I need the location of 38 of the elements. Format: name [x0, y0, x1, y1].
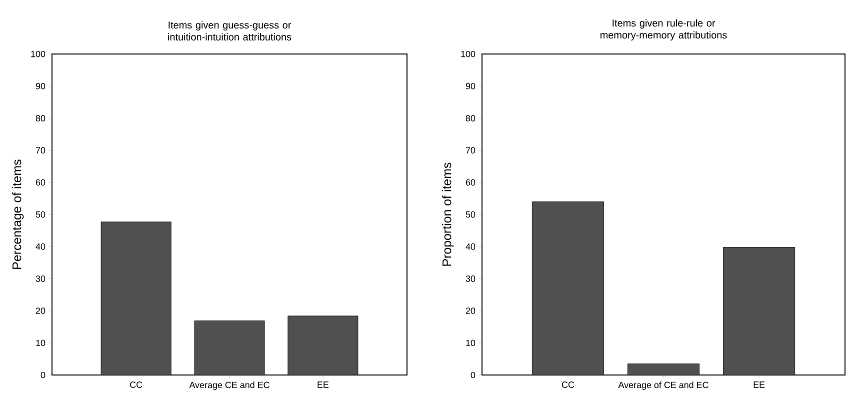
y-tick-label: 50 — [36, 211, 46, 218]
y-tick-label: 70 — [466, 147, 476, 154]
y-tick-label: 10 — [466, 340, 476, 346]
y-tick-label: 0 — [40, 372, 46, 378]
y-tick-label: 70 — [36, 147, 46, 154]
y-tick-label: 40 — [36, 243, 46, 250]
chart-title: Items given rule-rule or memory-memory attributions — [600, 19, 727, 40]
bar — [628, 364, 700, 375]
y-tick-label: 90 — [36, 82, 46, 90]
y-axis-title: Percentage of items — [12, 160, 24, 269]
bar — [101, 222, 172, 375]
y-tick-label: 10 — [36, 340, 46, 346]
y-tick-label: 40 — [466, 243, 476, 250]
y-tick-label: 0 — [470, 372, 476, 378]
chart-title: Items given guess-guess or intuition-intuition attributions — [168, 21, 292, 40]
y-tick-label: 80 — [466, 115, 476, 122]
x-tick-label: EE — [318, 382, 329, 388]
bar — [532, 202, 604, 375]
x-tick-label: CC — [562, 382, 574, 388]
y-tick-label: 20 — [466, 308, 476, 314]
y-tick-label: 30 — [466, 276, 476, 282]
bar — [194, 320, 265, 375]
y-tick-label: 30 — [36, 276, 46, 282]
y-tick-label: 50 — [466, 211, 476, 218]
x-tick-label: Average CE and EC — [189, 382, 270, 390]
x-tick-label: EE — [754, 382, 765, 388]
y-tick-label: 100 — [31, 50, 46, 58]
x-tick-label: CC — [130, 382, 142, 388]
y-tick-label: 60 — [36, 179, 46, 186]
y-tick-label: 80 — [36, 115, 46, 122]
y-tick-label: 90 — [466, 82, 476, 90]
bar — [288, 316, 358, 375]
x-tick-label: Average of CE and EC — [618, 382, 708, 390]
y-tick-label: 20 — [36, 308, 46, 314]
bar — [723, 247, 796, 375]
y-tick-label: 60 — [466, 179, 476, 186]
y-tick-label: 100 — [461, 50, 476, 58]
y-axis-title: Proportion of items — [442, 162, 454, 266]
